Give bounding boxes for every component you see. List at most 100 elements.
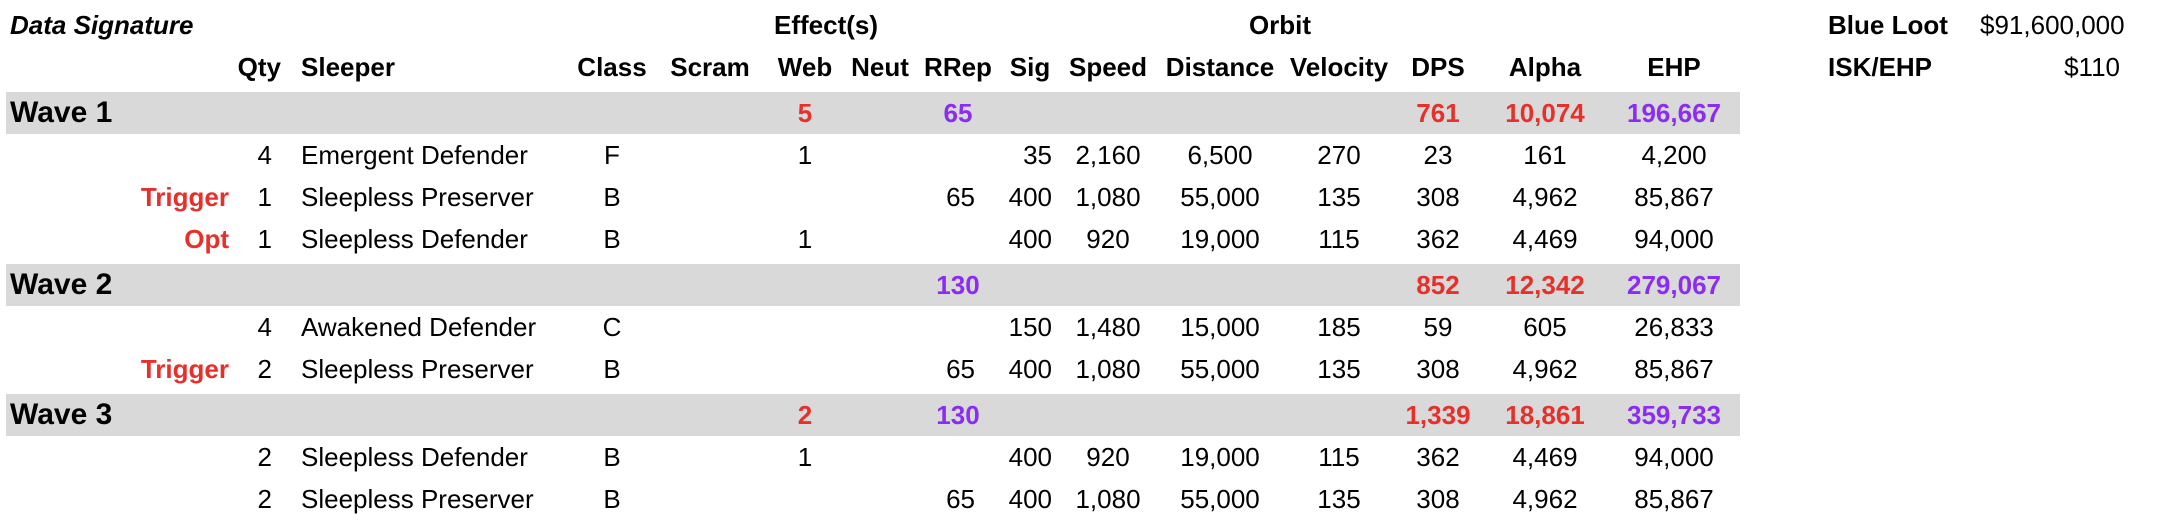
row-dps: 308 bbox=[1416, 182, 1460, 212]
row-qty: 4 bbox=[257, 312, 272, 342]
row-class: C bbox=[602, 312, 622, 342]
row-ehp: 85,867 bbox=[1634, 354, 1714, 384]
row-ehp: 85,867 bbox=[1634, 484, 1714, 514]
row-ehp: 26,833 bbox=[1634, 312, 1714, 342]
isk-ehp-label: ISK/EHP bbox=[1828, 52, 1933, 82]
row-distance: 19,000 bbox=[1180, 442, 1260, 472]
row-sleeper: Awakened Defender bbox=[301, 312, 537, 342]
row-distance: 15,000 bbox=[1180, 312, 1260, 342]
row-alpha: 4,469 bbox=[1512, 224, 1578, 254]
row-web: 1 bbox=[797, 224, 813, 254]
wave-row: Wave 1 5 65 761 10,074 196,667 bbox=[0, 92, 1740, 134]
wave-name: Wave 1 bbox=[10, 96, 113, 129]
row-alpha: 605 bbox=[1523, 312, 1567, 342]
scram-header: Scram bbox=[670, 52, 750, 82]
row-sig: 400 bbox=[1008, 442, 1052, 472]
row-dps: 59 bbox=[1423, 312, 1453, 342]
wave-ehp: 279,067 bbox=[1627, 270, 1721, 300]
row-velocity: 185 bbox=[1317, 312, 1361, 342]
wave-band bbox=[6, 264, 1740, 306]
row-sig: 400 bbox=[1008, 354, 1052, 384]
row-distance: 55,000 bbox=[1180, 182, 1260, 212]
row-velocity: 135 bbox=[1317, 182, 1361, 212]
qty-header: Qty bbox=[237, 52, 281, 82]
row-alpha: 4,962 bbox=[1512, 484, 1578, 514]
row-alpha: 4,962 bbox=[1512, 182, 1578, 212]
sleeper-row: 4 Awakened Defender C 150 1,480 15,000 1… bbox=[0, 306, 1740, 348]
row-sleeper: Sleepless Defender bbox=[301, 442, 528, 472]
row-distance: 55,000 bbox=[1180, 354, 1260, 384]
wave-rrep: 130 bbox=[936, 270, 980, 300]
row-dps: 308 bbox=[1416, 354, 1460, 384]
row-class: B bbox=[603, 484, 621, 514]
wave-alpha: 18,861 bbox=[1505, 400, 1585, 430]
row-rrep: 65 bbox=[946, 354, 975, 384]
row-alpha: 161 bbox=[1523, 140, 1567, 170]
row-speed: 1,080 bbox=[1075, 484, 1141, 514]
row-tag: Trigger bbox=[140, 182, 229, 212]
row-web: 1 bbox=[797, 442, 813, 472]
sleeper-row: 2 Sleepless Defender B 1 400 920 19,000 … bbox=[0, 436, 1740, 478]
header-row-groups: Data Signature Effect(s) Orbit bbox=[0, 4, 1740, 46]
row-sig: 35 bbox=[1023, 140, 1052, 170]
row-distance: 6,500 bbox=[1187, 140, 1253, 170]
sleeper-row: 2 Sleepless Preserver B 65 400 1,080 55,… bbox=[0, 478, 1740, 520]
row-sleeper: Emergent Defender bbox=[301, 140, 528, 170]
row-sig: 400 bbox=[1008, 484, 1052, 514]
row-ehp: 94,000 bbox=[1634, 224, 1714, 254]
row-qty: 1 bbox=[257, 182, 272, 212]
row-class: F bbox=[604, 140, 620, 170]
row-sig: 400 bbox=[1008, 224, 1052, 254]
row-dps: 362 bbox=[1416, 442, 1460, 472]
row-class: B bbox=[603, 182, 621, 212]
row-class: B bbox=[603, 442, 621, 472]
row-sleeper: Sleepless Preserver bbox=[301, 484, 534, 514]
wave-rrep: 130 bbox=[936, 400, 980, 430]
wave-row: Wave 2 130 852 12,342 279,067 bbox=[0, 264, 1740, 306]
row-dps: 308 bbox=[1416, 484, 1460, 514]
velocity-header: Velocity bbox=[1289, 52, 1389, 82]
row-class: B bbox=[603, 354, 621, 384]
sleeper-row: Trigger 2 Sleepless Preserver B 65 400 1… bbox=[0, 348, 1740, 390]
wave-band bbox=[6, 394, 1740, 436]
header-row-columns: Qty Sleeper Class Scram Web Neut RRep Si… bbox=[0, 46, 1740, 88]
row-ehp: 94,000 bbox=[1634, 442, 1714, 472]
wave-name: Wave 3 bbox=[10, 398, 113, 431]
distance-header: Distance bbox=[1165, 52, 1275, 82]
row-qty: 2 bbox=[257, 484, 272, 514]
row-qty: 2 bbox=[257, 442, 272, 472]
row-speed: 920 bbox=[1086, 224, 1130, 254]
row-dps: 23 bbox=[1423, 140, 1453, 170]
row-alpha: 4,469 bbox=[1512, 442, 1578, 472]
row-sleeper: Sleepless Defender bbox=[301, 224, 528, 254]
row-qty: 2 bbox=[257, 354, 272, 384]
row-velocity: 270 bbox=[1317, 140, 1361, 170]
row-speed: 1,080 bbox=[1075, 182, 1141, 212]
sig-header: Sig bbox=[1009, 52, 1051, 82]
row-sig: 400 bbox=[1008, 182, 1052, 212]
sleeper-row: 4 Emergent Defender F 1 35 2,160 6,500 2… bbox=[0, 134, 1740, 176]
row-distance: 55,000 bbox=[1180, 484, 1260, 514]
row-sig: 150 bbox=[1008, 312, 1052, 342]
orbit-group-header: Orbit bbox=[1248, 10, 1312, 40]
wave-ehp: 196,667 bbox=[1627, 98, 1721, 128]
wave-band bbox=[6, 92, 1740, 134]
row-ehp: 4,200 bbox=[1641, 140, 1707, 170]
row-rrep: 65 bbox=[946, 182, 975, 212]
row-qty: 4 bbox=[257, 140, 272, 170]
row-tag: Trigger bbox=[140, 354, 229, 384]
isk-ehp-value: $110 bbox=[2064, 52, 2120, 82]
row-web: 1 bbox=[797, 140, 813, 170]
wave-alpha: 10,074 bbox=[1505, 98, 1585, 128]
wave-dps: 1,339 bbox=[1405, 400, 1471, 430]
row-sleeper: Sleepless Preserver bbox=[301, 354, 534, 384]
wave-name: Wave 2 bbox=[10, 268, 113, 301]
wave-alpha: 12,342 bbox=[1505, 270, 1585, 300]
speed-header: Speed bbox=[1068, 52, 1148, 82]
wave-ehp: 359,733 bbox=[1627, 400, 1721, 430]
row-class: B bbox=[603, 224, 621, 254]
row-qty: 1 bbox=[257, 224, 272, 254]
row-speed: 1,480 bbox=[1075, 312, 1141, 342]
row-speed: 920 bbox=[1086, 442, 1130, 472]
wave-dps: 761 bbox=[1416, 98, 1460, 128]
